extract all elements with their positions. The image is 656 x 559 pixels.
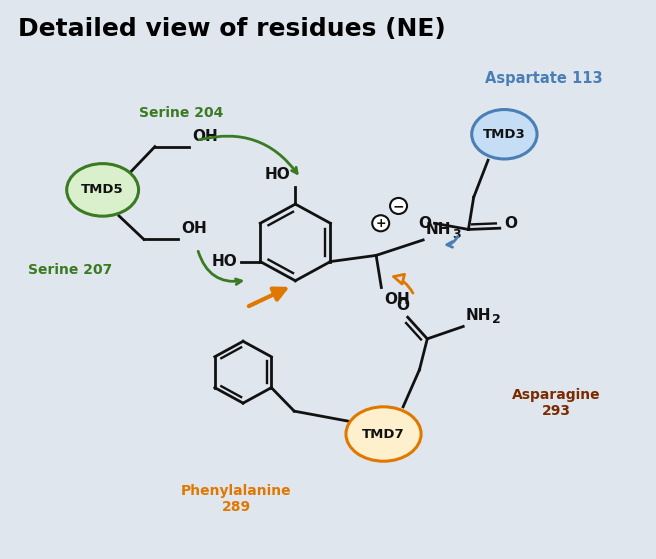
Text: OH: OH: [181, 221, 207, 236]
Ellipse shape: [472, 110, 537, 159]
Text: 2: 2: [492, 314, 501, 326]
Text: OH: OH: [192, 129, 218, 144]
Text: TMD3: TMD3: [483, 128, 525, 141]
Circle shape: [390, 198, 407, 214]
Text: 3: 3: [453, 228, 461, 241]
Text: Detailed view of residues (NE): Detailed view of residues (NE): [18, 17, 445, 41]
Text: TMD7: TMD7: [362, 428, 405, 440]
Ellipse shape: [346, 407, 421, 461]
Text: NH: NH: [466, 308, 491, 323]
Text: Asparagine
293: Asparagine 293: [512, 388, 601, 418]
Text: HO: HO: [264, 168, 290, 182]
Text: Phenylalanine
289: Phenylalanine 289: [181, 484, 292, 514]
Text: Serine 207: Serine 207: [28, 263, 112, 277]
Text: +: +: [375, 217, 386, 230]
Text: −: −: [393, 199, 404, 213]
Text: Serine 204: Serine 204: [139, 106, 223, 120]
Text: HO: HO: [212, 254, 237, 269]
Text: O: O: [396, 298, 409, 313]
Text: NH: NH: [426, 222, 451, 237]
Text: Aspartate 113: Aspartate 113: [485, 71, 602, 86]
Text: OH: OH: [384, 292, 411, 307]
Text: TMD5: TMD5: [81, 183, 124, 196]
Circle shape: [372, 215, 389, 231]
Text: O: O: [419, 216, 431, 231]
Ellipse shape: [67, 164, 138, 216]
Text: O: O: [504, 216, 518, 231]
